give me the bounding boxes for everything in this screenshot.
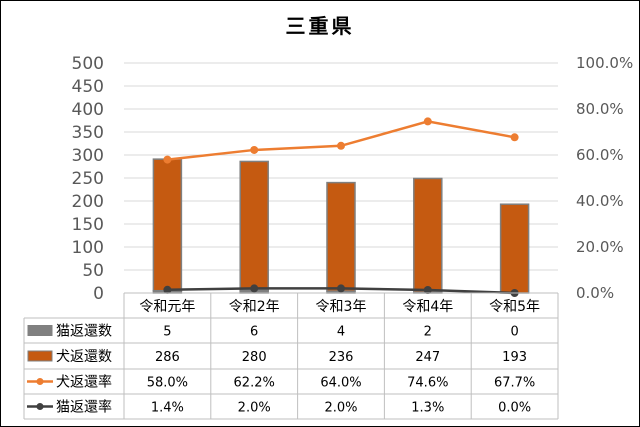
legend-label: 犬返還数	[56, 349, 112, 365]
table-cell: 193	[502, 350, 527, 365]
right-tick-label: 20.0%	[576, 238, 624, 256]
table-cell: 64.0%	[320, 376, 361, 391]
line-point	[510, 133, 519, 142]
table-cell: 247	[415, 350, 440, 365]
table-cell: 286	[155, 350, 180, 365]
line-point	[163, 155, 172, 164]
category-label: 令和5年	[489, 299, 540, 315]
legend-label: 犬返還率	[56, 374, 112, 391]
line-point	[423, 286, 432, 295]
legend-swatch-point	[36, 403, 44, 410]
table-cell: 6	[250, 325, 258, 340]
lines	[163, 117, 519, 297]
table-cell: 67.7%	[494, 376, 535, 391]
category-label: 令和3年	[316, 299, 367, 315]
legend-swatch	[27, 325, 53, 336]
right-tick-label: 100.0%	[576, 54, 633, 72]
line-point	[337, 284, 345, 293]
series-line	[167, 120, 515, 161]
table-cell: 58.0%	[147, 376, 188, 391]
legend-label: 猫返還数	[56, 324, 112, 340]
right-tick-label: 80.0%	[576, 100, 624, 118]
line-point	[250, 284, 259, 293]
left-tick-label: 350	[72, 123, 104, 143]
table-cell: 2.0%	[238, 401, 271, 416]
left-tick-label: 200	[72, 192, 104, 212]
category-label: 令和元年	[139, 299, 195, 315]
left-tick-label: 0	[93, 284, 104, 304]
bars	[152, 158, 530, 294]
line-point	[423, 117, 432, 126]
left-tick-label: 250	[72, 169, 104, 189]
left-tick-label: 150	[72, 215, 104, 235]
legend-swatch	[27, 350, 53, 362]
table-cell: 0.0%	[498, 401, 531, 416]
table-cell: 4	[337, 325, 345, 340]
right-axis: 0.0% 20.0% 40.0% 60.0% 80.0% 100.0%	[576, 54, 633, 302]
bar	[152, 158, 183, 292]
table-cell: 236	[329, 350, 354, 365]
left-tick-label: 50	[82, 261, 104, 281]
left-tick-label: 450	[72, 77, 104, 97]
category-label: 令和2年	[229, 299, 280, 315]
left-tick-label: 500	[72, 54, 104, 74]
bar	[326, 181, 356, 292]
left-axis: 0 50 100 150 200 250 300 350 400 450 500	[72, 54, 104, 304]
right-tick-label: 60.0%	[576, 146, 624, 164]
line-point	[250, 145, 259, 154]
table-cell: 280	[242, 350, 267, 365]
bar	[499, 203, 530, 294]
table-cell: 1.4%	[151, 401, 184, 416]
legend-label: 猫返還率	[56, 399, 112, 416]
table-cell: 62.2%	[234, 376, 275, 391]
bar	[239, 160, 269, 291]
table-cell: 0	[510, 325, 518, 340]
bar	[413, 177, 443, 293]
category-label: 令和4年	[402, 299, 453, 315]
left-tick-label: 400	[72, 100, 104, 120]
left-tick-label: 300	[72, 146, 104, 166]
chart-title: 三重県	[286, 14, 355, 38]
left-tick-label: 100	[72, 238, 104, 258]
right-tick-label: 0.0%	[576, 284, 614, 302]
table-cell: 1.3%	[411, 401, 444, 416]
table-cell: 2.0%	[324, 401, 357, 416]
line-point	[337, 141, 345, 150]
table-cell: 74.6%	[407, 376, 448, 391]
line-point	[163, 285, 172, 294]
right-tick-label: 40.0%	[576, 192, 624, 210]
table-cell: 5	[163, 325, 171, 340]
legend-swatch-point	[36, 378, 44, 385]
table-cell: 2	[424, 325, 432, 340]
